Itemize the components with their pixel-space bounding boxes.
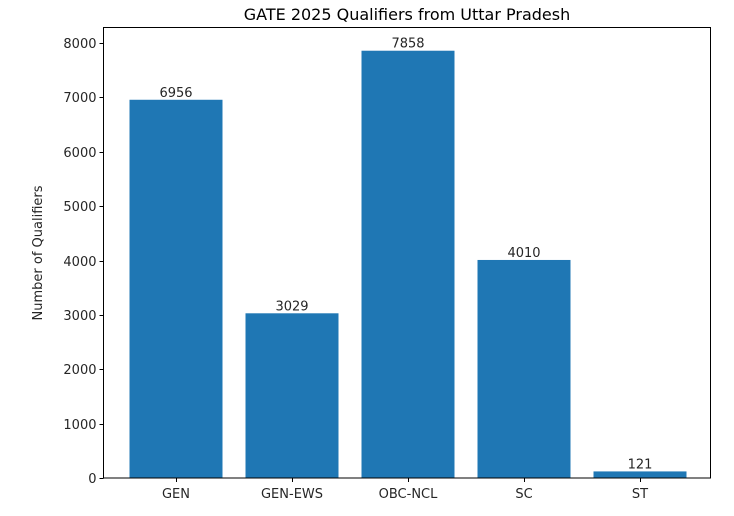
x-tick-label: OBC-NCL bbox=[379, 487, 438, 502]
x-tick-label: GEN bbox=[162, 487, 190, 502]
bar-value-label: 6956 bbox=[159, 86, 192, 101]
x-axis: GEN GEN-EWS OBC-NCL SC ST bbox=[162, 478, 648, 502]
bar-obc-ncl bbox=[361, 50, 455, 478]
x-tick-label: GEN-EWS bbox=[261, 487, 323, 502]
y-tick-label: 3000 bbox=[63, 309, 96, 324]
y-tick-label: 8000 bbox=[63, 37, 96, 52]
y-tick-label: 7000 bbox=[63, 91, 96, 106]
bar-gen-ews bbox=[245, 313, 339, 478]
y-tick-label: 6000 bbox=[63, 146, 96, 161]
x-tick-label: ST bbox=[632, 487, 648, 502]
y-tick-label: 2000 bbox=[63, 363, 96, 378]
bar-sc bbox=[477, 259, 571, 478]
bar-value-label: 4010 bbox=[507, 246, 540, 261]
chart-title: GATE 2025 Qualifiers from Uttar Pradesh bbox=[244, 5, 571, 24]
y-tick-label: 0 bbox=[88, 472, 96, 487]
x-tick-label: SC bbox=[515, 487, 532, 502]
axes-frame bbox=[103, 27, 711, 479]
y-tick-label: 5000 bbox=[63, 200, 96, 215]
bar-st bbox=[593, 471, 687, 478]
bar-value-label: 121 bbox=[628, 457, 653, 472]
y-tick-label: 1000 bbox=[63, 418, 96, 433]
y-axis: 0 1000 2000 3000 4000 5000 6000 7000 8000 bbox=[63, 37, 104, 487]
bar-gen bbox=[129, 99, 223, 478]
bar-value-label: 7858 bbox=[391, 37, 424, 52]
bar-value-label: 3029 bbox=[275, 299, 308, 314]
y-tick-label: 4000 bbox=[63, 255, 96, 270]
y-axis-label: Number of Qualifiers bbox=[31, 185, 46, 320]
bars-group: 6956 3029 7858 4010 121 bbox=[129, 37, 687, 478]
